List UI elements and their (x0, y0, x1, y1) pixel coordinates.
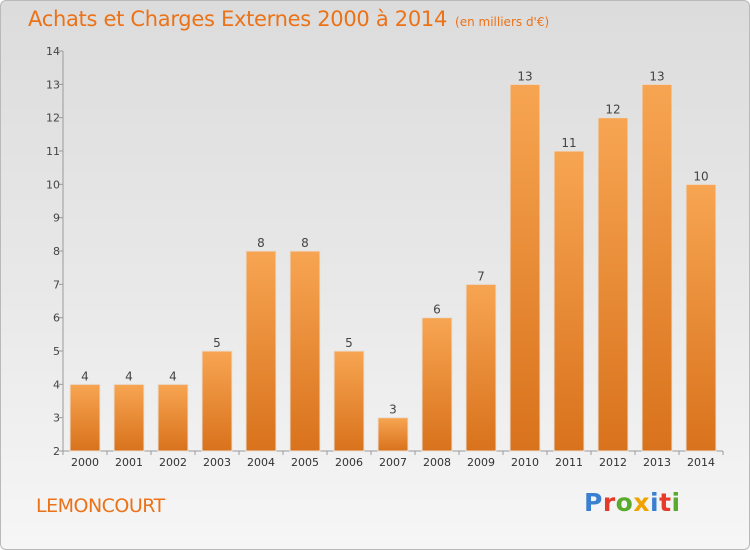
logo-letter: o (615, 488, 634, 517)
logo-letter: i (671, 488, 681, 517)
bar-value-label: 12 (605, 103, 620, 117)
bar-value-label: 4 (125, 369, 133, 383)
bar-value-label: 5 (345, 336, 353, 350)
bar-value-label: 7 (477, 269, 485, 283)
bar-value-label: 10 (693, 169, 708, 183)
bar-value-label: 4 (169, 369, 177, 383)
bar-value-label: 4 (81, 369, 89, 383)
x-tick-label: 2008 (423, 456, 451, 469)
logo-letter: P (584, 488, 603, 517)
logo-letter: t (659, 488, 672, 517)
proxiti-logo: Proxiti (584, 488, 681, 517)
bar-value-label: 6 (433, 303, 441, 317)
bar (289, 250, 321, 452)
y-tick-label: 14 (46, 45, 60, 58)
bar (377, 417, 409, 452)
x-tick-label: 2014 (687, 456, 715, 469)
y-tick-label: 10 (46, 178, 60, 191)
x-tick-label: 2009 (467, 456, 495, 469)
town-name: LEMONCOURT (36, 495, 165, 517)
bar-value-label: 13 (649, 69, 664, 83)
bar (245, 250, 277, 452)
x-tick-label: 2011 (555, 456, 583, 469)
y-tick-label: 5 (53, 345, 60, 358)
y-tick-label: 6 (53, 312, 60, 325)
bar (641, 83, 673, 452)
bar-value-label: 8 (301, 236, 309, 250)
x-tick-label: 2007 (379, 456, 407, 469)
logo-letter: r (602, 488, 616, 517)
bar (597, 117, 629, 452)
x-tick-label: 2002 (159, 456, 187, 469)
logo-letter: i (650, 488, 660, 517)
x-tick-label: 2005 (291, 456, 319, 469)
bar (157, 383, 189, 452)
chart-subtitle: (en milliers d'€) (455, 15, 550, 29)
bar-value-label: 3 (389, 403, 397, 417)
bar (509, 83, 541, 452)
x-tick-label: 2004 (247, 456, 275, 469)
bar (465, 283, 497, 452)
bar (421, 317, 453, 452)
y-tick-label: 8 (53, 245, 60, 258)
y-tick-label: 11 (46, 145, 60, 158)
x-tick-label: 2010 (511, 456, 539, 469)
x-tick-label: 2013 (643, 456, 671, 469)
x-tick-label: 2000 (71, 456, 99, 469)
y-tick-label: 7 (53, 278, 60, 291)
bar-value-label: 5 (213, 336, 221, 350)
x-tick-label: 2006 (335, 456, 363, 469)
y-tick-label: 4 (53, 378, 60, 391)
y-tick-label: 13 (46, 78, 60, 91)
title-block: Achats et Charges Externes 2000 à 2014 (e… (28, 7, 549, 31)
bar-value-label: 13 (517, 69, 532, 83)
y-tick-label: 3 (53, 412, 60, 425)
x-tick-label: 2003 (203, 456, 231, 469)
bar-value-label: 8 (257, 236, 265, 250)
bar (113, 383, 145, 452)
bar (201, 350, 233, 452)
bar (333, 350, 365, 452)
chart-title: Achats et Charges Externes 2000 à 2014 (28, 7, 448, 31)
bar (685, 183, 717, 452)
y-tick-label: 2 (53, 445, 60, 458)
y-tick-label: 12 (46, 112, 60, 125)
x-tick-label: 2001 (115, 456, 143, 469)
bar (553, 150, 585, 452)
logo-letter: x (633, 488, 650, 517)
plot-area: 2 3 4 5 6 7 8 9 10 11 12 13 14 2000 4 2001 4 2002 4 2003 5 20… (46, 45, 724, 469)
bar (69, 383, 101, 452)
y-tick-label: 9 (53, 212, 60, 225)
x-tick-label: 2012 (599, 456, 627, 469)
bar-value-label: 11 (561, 136, 576, 150)
